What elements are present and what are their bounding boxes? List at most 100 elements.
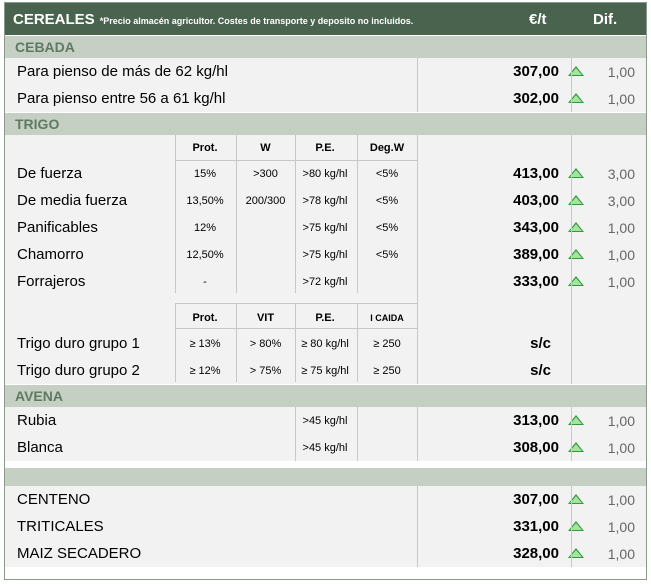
column-divider bbox=[236, 135, 237, 293]
row-label: Para pienso de más de 62 kg/hl bbox=[17, 63, 228, 80]
triangle-up-icon bbox=[568, 249, 584, 259]
table-row: Para pienso entre 56 a 61 kg/hl 302,00 1… bbox=[5, 85, 646, 112]
column-divider bbox=[295, 303, 296, 382]
row-label: TRITICALES bbox=[17, 518, 104, 535]
duro-spec-header-row: Prot. VIT P.E. I CAIDA bbox=[5, 305, 646, 330]
row-price: 389,00 bbox=[513, 246, 559, 263]
table-row: Panificables 12% >75 kg/hl <5% 343,00 1,… bbox=[5, 214, 646, 241]
column-divider bbox=[417, 58, 418, 112]
row-diff: 1,00 bbox=[607, 518, 635, 535]
row-label: Blanca bbox=[17, 439, 63, 456]
cell-prot: 13,50% bbox=[186, 194, 224, 207]
table-header: CEREALES *Precio almacén agricultor. Cos… bbox=[5, 3, 646, 35]
column-divider bbox=[357, 407, 358, 461]
cell-w: 200/300 bbox=[245, 194, 286, 207]
row-diff: 1,00 bbox=[607, 246, 635, 263]
row-label: Chamorro bbox=[17, 246, 84, 263]
row-label: Trigo duro grupo 1 bbox=[17, 335, 140, 352]
spec-header-prot: Prot. bbox=[192, 141, 218, 154]
row-diff: 1,00 bbox=[607, 412, 635, 429]
column-divider bbox=[417, 407, 418, 461]
table-row: Rubia >45 kg/hl 313,00 1,00 bbox=[5, 407, 646, 434]
table-row: Trigo duro grupo 1 ≥ 13% > 80% ≥ 80 kg/h… bbox=[5, 330, 646, 357]
cell-deg: <5% bbox=[375, 194, 399, 207]
row-diff: 1,00 bbox=[607, 491, 635, 508]
column-divider bbox=[357, 303, 358, 382]
row-label: Para pienso entre 56 a 61 kg/hl bbox=[17, 90, 226, 107]
row-price: s/c bbox=[530, 362, 551, 379]
row-diff: 3,00 bbox=[607, 192, 635, 209]
row-diff: 1,00 bbox=[607, 63, 635, 80]
column-divider bbox=[295, 135, 296, 293]
row-label: MAIZ SECADERO bbox=[17, 545, 142, 562]
triangle-up-icon bbox=[568, 168, 584, 178]
cell-prot: - bbox=[203, 275, 207, 288]
table-row: De media fuerza 13,50% 200/300 >78 kg/hl… bbox=[5, 187, 646, 214]
row-label: De media fuerza bbox=[17, 192, 128, 209]
cell-deg: <5% bbox=[375, 248, 399, 261]
section-otros bbox=[5, 468, 646, 486]
avena-block: Rubia >45 kg/hl 313,00 1,00 Blanca >45 k… bbox=[5, 407, 646, 461]
cell-pe: ≥ 75 kg/hl bbox=[301, 364, 349, 377]
column-divider bbox=[175, 135, 176, 293]
spec-header-deg: Deg.W bbox=[369, 141, 405, 154]
cell-prot: ≥ 12% bbox=[189, 364, 221, 377]
row-label: Forrajeros bbox=[17, 273, 86, 290]
row-price: 331,00 bbox=[513, 518, 559, 535]
triangle-up-icon bbox=[568, 222, 584, 232]
trigo-spec-header-row: Prot. W P.E. Deg.W bbox=[5, 135, 646, 160]
cell-prot: 12% bbox=[193, 221, 217, 234]
otros-block: CENTENO 307,00 1,00 TRITICALES 331,00 1,… bbox=[5, 486, 646, 567]
column-divider bbox=[571, 135, 572, 384]
table-row: Trigo duro grupo 2 ≥ 12% > 75% ≥ 75 kg/h… bbox=[5, 357, 646, 384]
section-trigo: TRIGO bbox=[5, 112, 646, 135]
row-divider bbox=[175, 328, 417, 329]
cereales-price-table: CEREALES *Precio almacén agricultor. Cos… bbox=[4, 2, 647, 580]
cell-pe: ≥ 80 kg/hl bbox=[301, 337, 349, 350]
column-divider bbox=[571, 486, 572, 567]
row-diff: 1,00 bbox=[607, 219, 635, 236]
row-label: Trigo duro grupo 2 bbox=[17, 362, 140, 379]
column-divider bbox=[175, 303, 176, 382]
row-diff: 1,00 bbox=[607, 90, 635, 107]
cell-caida: ≥ 250 bbox=[373, 337, 401, 350]
cell-deg: <5% bbox=[375, 167, 399, 180]
duro-header-caida: I CAIDA bbox=[370, 312, 404, 323]
row-price: 313,00 bbox=[513, 412, 559, 429]
trigo-block: Prot. W P.E. Deg.W De fuerza 15% >300 >8… bbox=[5, 135, 646, 384]
table-row: MAIZ SECADERO 328,00 1,00 bbox=[5, 540, 646, 567]
column-divider bbox=[236, 303, 237, 382]
cell-pe: >45 kg/hl bbox=[302, 441, 348, 454]
diff-column-header: Dif. bbox=[593, 10, 618, 28]
spec-header-pe: P.E. bbox=[315, 141, 335, 154]
table-row: CENTENO 307,00 1,00 bbox=[5, 486, 646, 513]
cell-vit: > 75% bbox=[249, 364, 282, 377]
row-label: CENTENO bbox=[17, 491, 91, 508]
column-divider bbox=[417, 486, 418, 567]
table-row: TRITICALES 331,00 1,00 bbox=[5, 513, 646, 540]
cell-pe: >75 kg/hl bbox=[302, 248, 348, 261]
cell-deg: <5% bbox=[375, 221, 399, 234]
table-row: Blanca >45 kg/hl 308,00 1,00 bbox=[5, 434, 646, 461]
duro-header-pe: P.E. bbox=[315, 311, 335, 324]
table-row: Forrajeros - >72 kg/hl 333,00 1,00 bbox=[5, 268, 646, 295]
cell-vit: > 80% bbox=[249, 337, 282, 350]
row-price: 343,00 bbox=[513, 219, 559, 236]
row-diff: 3,00 bbox=[607, 165, 635, 182]
table-row: De fuerza 15% >300 >80 kg/hl <5% 413,00 … bbox=[5, 160, 646, 187]
triangle-up-icon bbox=[568, 195, 584, 205]
row-price: 333,00 bbox=[513, 273, 559, 290]
column-divider bbox=[295, 407, 296, 461]
triangle-up-icon bbox=[568, 548, 584, 558]
triangle-up-icon bbox=[568, 521, 584, 531]
table-note: *Precio almacén agricultor. Costes de tr… bbox=[99, 15, 414, 26]
cell-prot: 12,50% bbox=[186, 248, 224, 261]
triangle-up-icon bbox=[568, 93, 584, 103]
spec-header-w: W bbox=[260, 141, 271, 154]
table-row: Chamorro 12,50% >75 kg/hl <5% 389,00 1,0… bbox=[5, 241, 646, 268]
column-divider bbox=[357, 135, 358, 293]
triangle-up-icon bbox=[568, 66, 584, 76]
section-avena: AVENA bbox=[5, 384, 646, 407]
cell-prot: 15% bbox=[193, 167, 217, 180]
section-cebada: CEBADA bbox=[5, 35, 646, 58]
